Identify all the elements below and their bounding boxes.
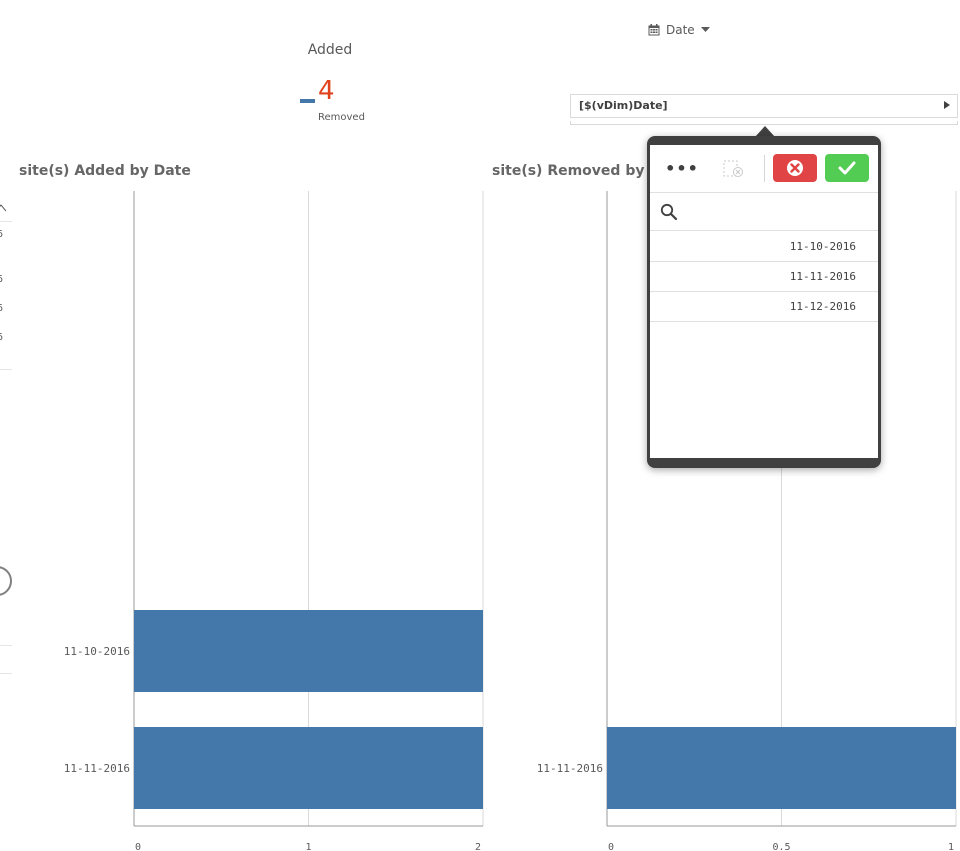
table-divider (0, 221, 12, 222)
table-cell: 6 (0, 274, 4, 285)
confirm-selection-button[interactable] (825, 154, 869, 182)
x-tick-label: 0.5 (772, 842, 790, 851)
expand-arrow-icon[interactable] (944, 101, 950, 109)
popup-caret (755, 126, 775, 137)
search-icon (660, 203, 678, 221)
list-item[interactable]: 11-12-2016 (650, 292, 878, 322)
x-tick-label: 0 (135, 842, 141, 851)
x-tick-label: 0 (608, 842, 614, 851)
table-cell: 6 (0, 229, 4, 240)
category-label: 11-11-2016 (537, 762, 603, 775)
kpi-indicator (300, 99, 315, 103)
caret-down-icon (700, 27, 710, 33)
clear-selection-button[interactable] (716, 155, 752, 182)
list-item[interactable]: 11-11-2016 (650, 262, 878, 292)
x-tick-label: 2 (475, 842, 481, 851)
bar (134, 610, 483, 692)
bar (134, 727, 483, 809)
chart-title-removed: site(s) Removed by Date (492, 163, 687, 179)
sort-caret-icon (0, 204, 6, 212)
category-label: 11-11-2016 (64, 762, 130, 775)
list-item[interactable]: 11-10-2016 (650, 232, 878, 262)
dimension-field-underline (570, 121, 958, 125)
table-cell: 6 (0, 332, 4, 343)
kpi-value: 4 (318, 76, 335, 106)
table-divider (0, 645, 12, 646)
date-dropdown-button[interactable]: Date (648, 21, 710, 39)
x-tick-label: 1 (305, 842, 311, 851)
toolbar-separator (764, 155, 765, 182)
dimension-field-label: [$(vDim)Date] (579, 99, 668, 112)
more-options-button[interactable]: ••• (665, 159, 699, 178)
date-dropdown-label: Date (666, 23, 695, 37)
calendar-icon (648, 24, 660, 36)
check-icon (838, 161, 856, 175)
cancel-icon (787, 160, 803, 176)
clear-selection-icon (723, 160, 743, 177)
cancel-selection-button[interactable] (773, 154, 817, 182)
x-tick-label: 1 (948, 842, 954, 851)
bar (607, 727, 956, 809)
kpi-sub-label: Removed (318, 112, 365, 123)
dimension-field[interactable] (570, 94, 958, 118)
category-label: 11-10-2016 (64, 645, 130, 658)
selection-popup-body (650, 145, 878, 458)
chart-title-added: site(s) Added by Date (19, 163, 191, 179)
table-divider (0, 673, 12, 674)
search-input[interactable] (650, 192, 878, 231)
table-cell: 6 (0, 303, 4, 314)
kpi-title: Added (307, 42, 353, 58)
table-divider (0, 369, 12, 370)
